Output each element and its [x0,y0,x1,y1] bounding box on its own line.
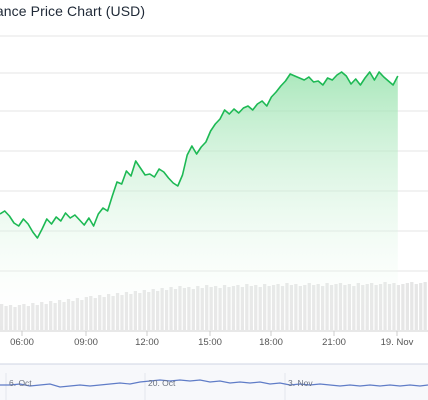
chart-title: nance Price Chart (USD) [0,3,146,19]
volume-bar [396,285,401,330]
price-line [0,71,399,239]
x-tick-label: 15:00 [198,337,222,348]
navigator-line [0,379,428,388]
x-tick-label: 19. Nov [381,337,414,348]
volume-bar [410,282,414,330]
x-tick-label: 21:00 [322,337,346,348]
x-tick-label: 18:00 [259,337,283,348]
volume-bar [423,282,427,330]
navigator-label: 20. Oct [148,378,176,388]
x-axis-ticks: 06:00 09:00 12:00 15:00 18:00 21:00 19. Nov [10,331,414,348]
x-tick-label: 12:00 [135,337,159,348]
volume-bar [419,283,423,330]
navigator[interactable]: 6. Oct 20. Oct 3. Nov [0,363,428,400]
x-tick-label: 06:00 [10,337,34,348]
volume-bar [401,284,405,330]
navigator-label: 6. Oct [9,378,32,388]
navigator-gridlines [5,373,286,400]
navigator-label: 3. Nov [288,378,313,388]
navigator-labels: 6. Oct 20. Oct 3. Nov [9,378,313,388]
price-area [0,72,398,330]
volume-bar [405,283,409,330]
volume-bar [414,284,418,330]
x-tick-label: 09:00 [74,337,98,348]
